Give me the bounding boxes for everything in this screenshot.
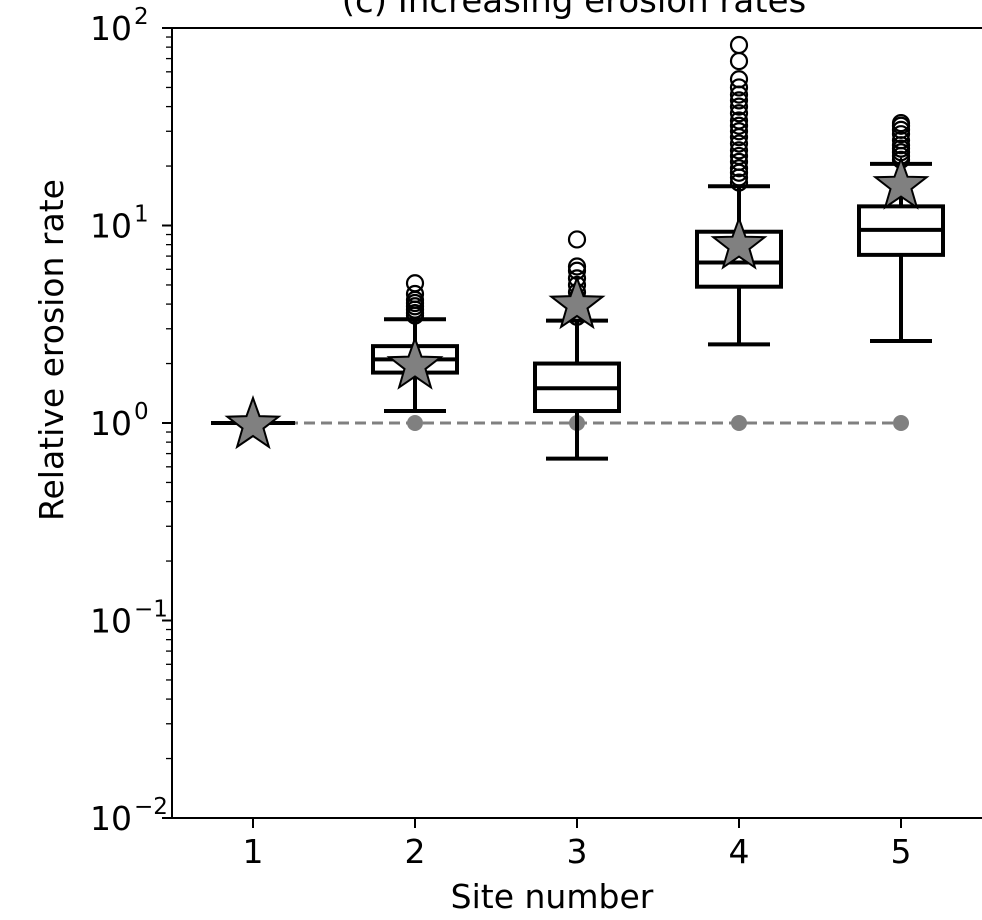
flier-point	[405, 284, 425, 304]
x-axis-ticks: 1 2 3 4 5	[243, 818, 912, 871]
star-marker	[872, 155, 930, 210]
star-group	[224, 155, 930, 450]
flier-point	[729, 97, 749, 116]
flier-point	[729, 91, 749, 110]
chart-title: (c) Increasing erosion rates	[342, 0, 806, 21]
y-tick-label: 10	[90, 207, 132, 246]
y-tick-exponent: 0	[134, 399, 149, 425]
flier-point	[729, 146, 749, 166]
y-tick-label: 10	[90, 404, 132, 443]
flier-group	[405, 35, 911, 326]
flier-point	[891, 131, 911, 150]
plot-area	[211, 35, 945, 461]
star-marker	[386, 335, 444, 390]
flier-point	[729, 173, 749, 192]
flier-point	[729, 35, 749, 55]
y-tick-exponent: −1	[134, 597, 168, 623]
y-tick-exponent: −2	[134, 794, 168, 820]
box-site-3	[533, 318, 621, 461]
y-tick-exponent: 1	[134, 202, 149, 228]
flier-point	[729, 104, 749, 123]
flier-point	[729, 70, 749, 89]
y-tick-exponent: 2	[134, 4, 149, 30]
flier-point	[891, 113, 911, 133]
reference-line-group	[253, 415, 909, 431]
flier-point	[729, 122, 749, 141]
star-marker	[548, 275, 606, 330]
x-tick-label: 5	[891, 832, 912, 871]
x-axis-label: Site number	[451, 877, 654, 916]
y-tick-label: 10	[90, 602, 132, 641]
flier-point	[729, 141, 749, 160]
box-site-4	[695, 184, 783, 347]
flier-point	[729, 152, 749, 171]
flier-point	[729, 111, 749, 130]
x-tick-label: 2	[405, 832, 426, 871]
flier-point	[405, 274, 425, 293]
flier-point	[729, 51, 749, 71]
y-tick-label: 10	[90, 9, 132, 48]
star-marker	[224, 395, 282, 450]
x-tick-label: 3	[567, 832, 588, 871]
flier-point	[567, 257, 587, 276]
reference-marker	[893, 415, 909, 431]
flier-point	[729, 78, 749, 97]
x-tick-label: 4	[729, 832, 750, 871]
y-axis-label: Relative erosion rate	[32, 179, 71, 521]
flier-point	[729, 159, 749, 178]
flier-point	[729, 134, 749, 153]
reference-marker	[407, 415, 423, 431]
star-marker	[710, 215, 768, 270]
flier-point	[729, 116, 749, 135]
x-tick-label: 1	[243, 832, 264, 871]
flier-point	[567, 230, 587, 249]
reference-marker	[731, 415, 747, 431]
y-tick-label: 10	[90, 799, 132, 838]
